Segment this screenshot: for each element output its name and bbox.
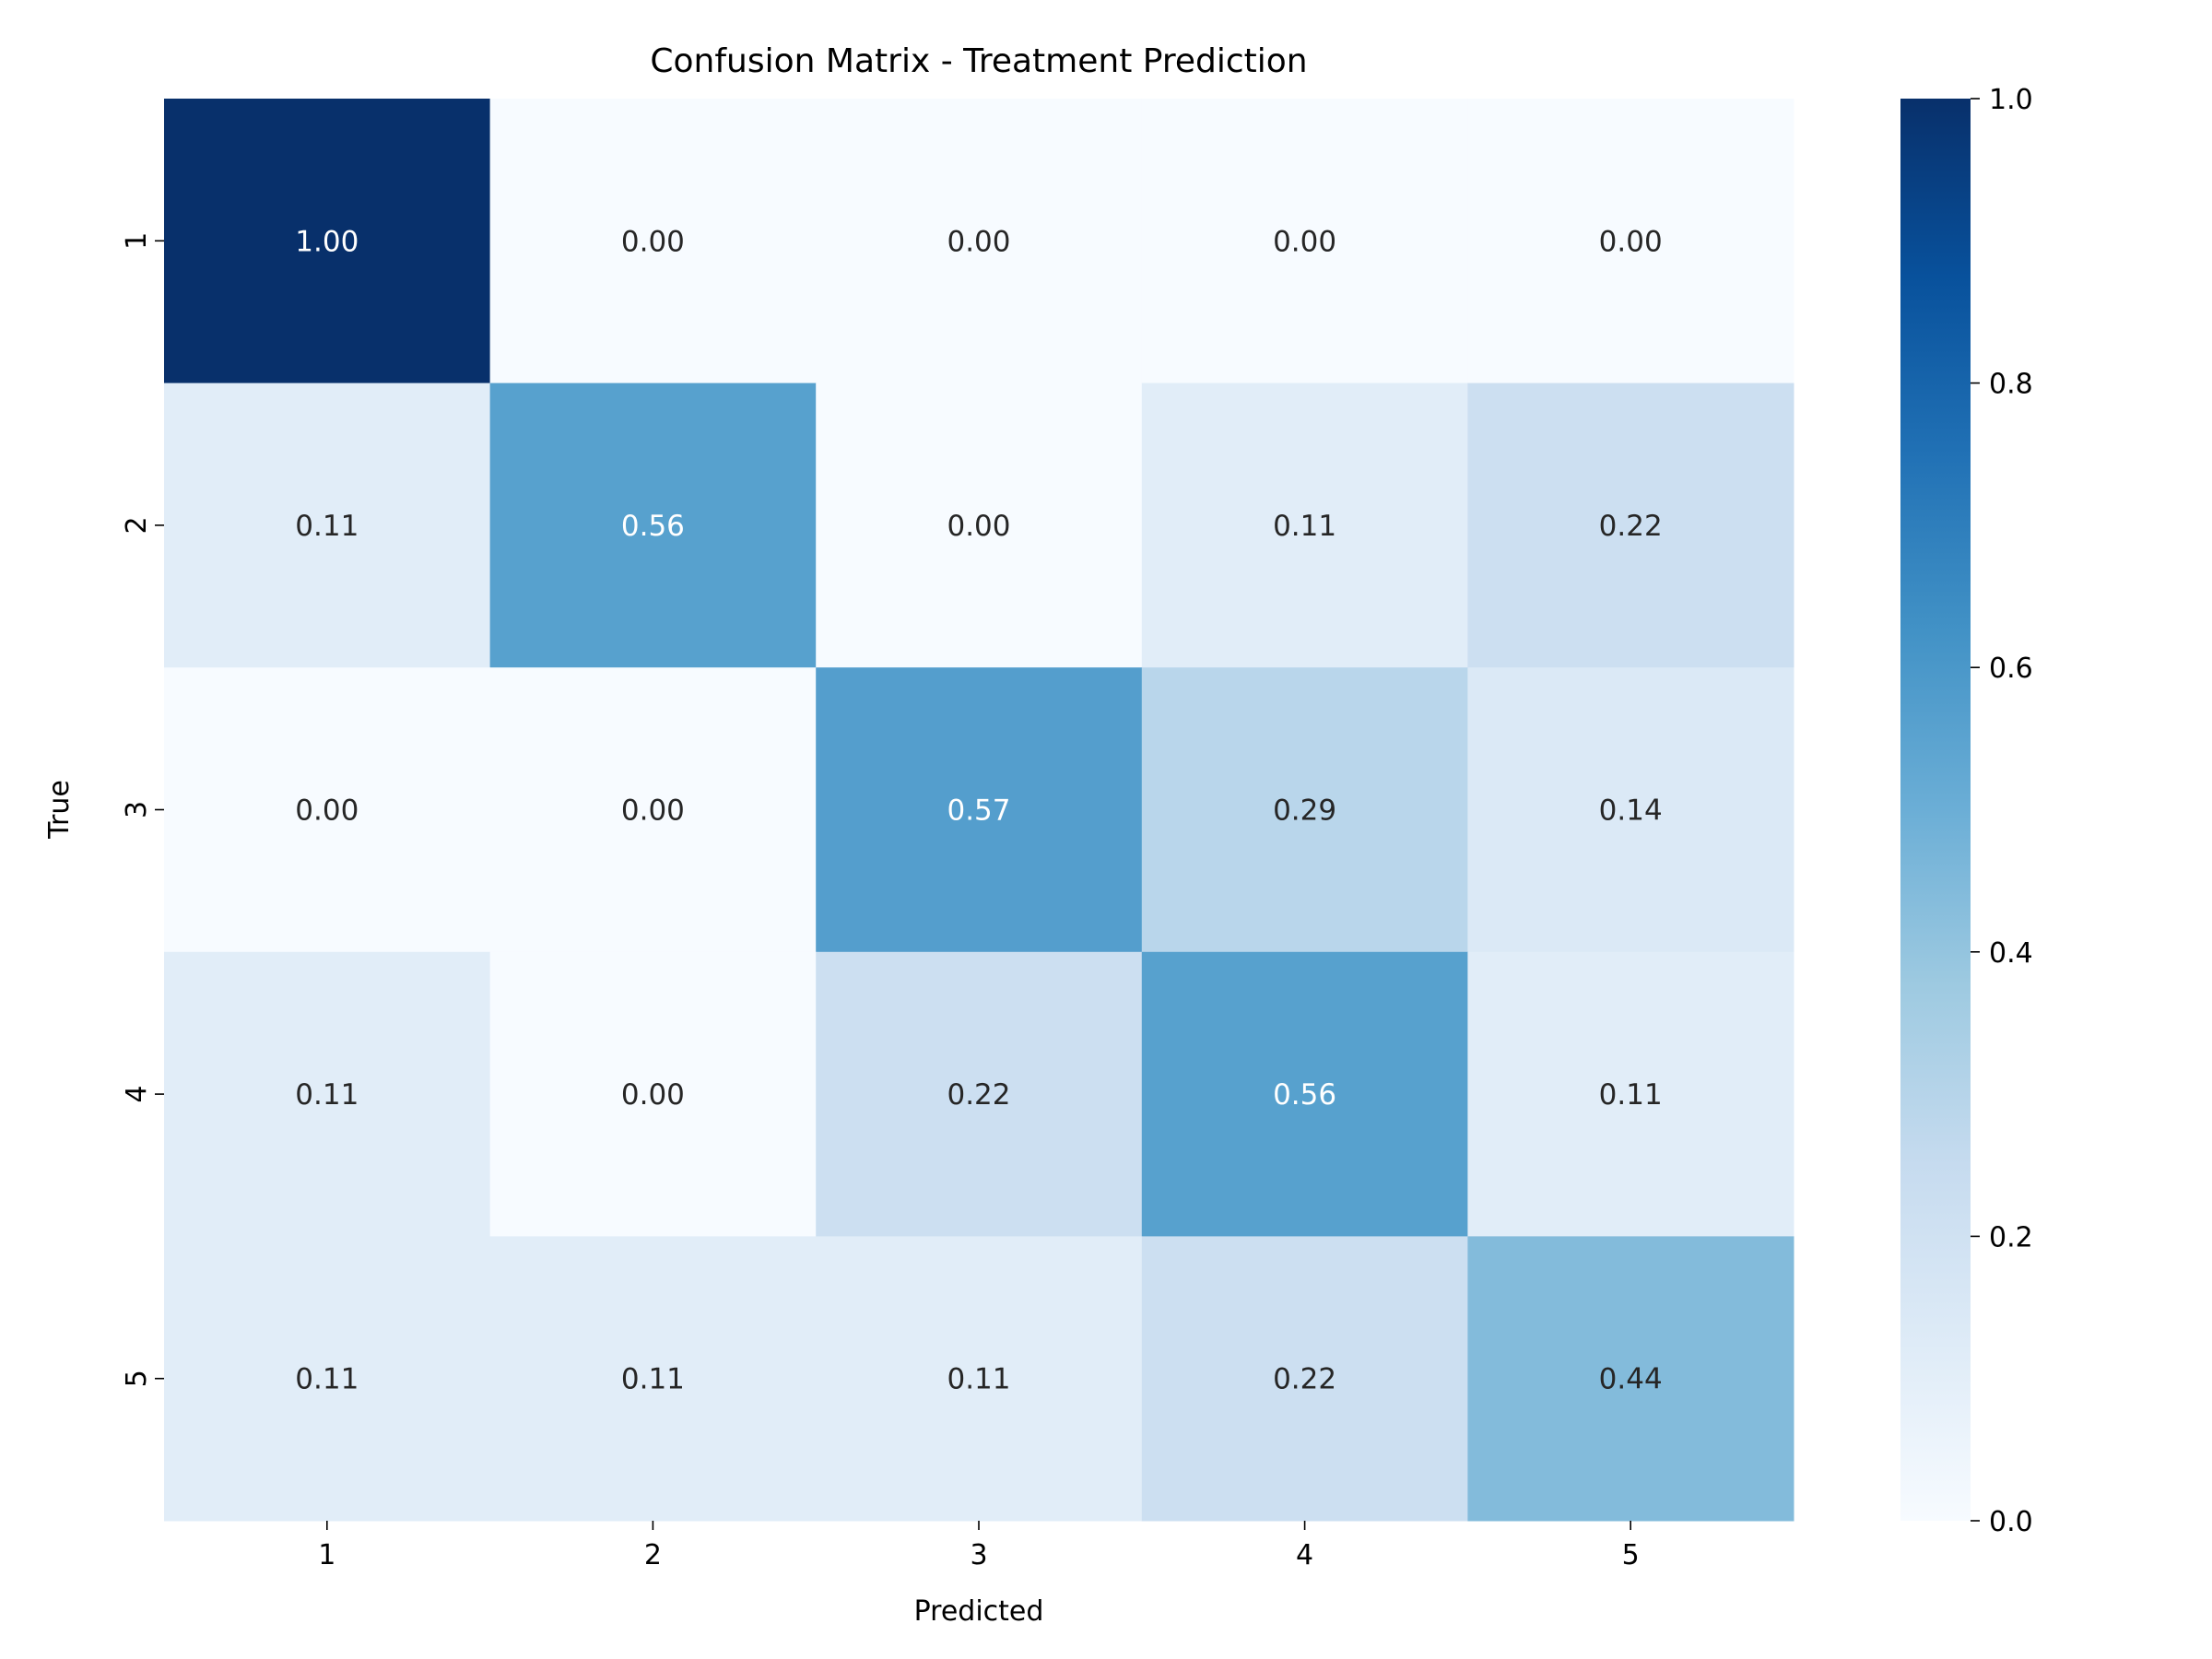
heatmap-cell-r4-c3 xyxy=(816,951,1143,1237)
cell-value-label: 0.44 xyxy=(1599,1363,1663,1396)
heatmap-cell-r1-c2 xyxy=(489,99,817,384)
colorbar-gradient xyxy=(1900,99,1971,1521)
heatmap-cell-r3-c2 xyxy=(489,667,817,953)
colorbar-tick-label: 0.6 xyxy=(1989,653,2033,685)
cell-value-label: 0.11 xyxy=(1273,510,1336,543)
heatmap-cell-r5-c4 xyxy=(1141,1236,1468,1522)
y-tick-label: 2 xyxy=(121,516,153,534)
heatmap-cell-r1-c3 xyxy=(816,99,1143,384)
heatmap-cell-r1-c1 xyxy=(164,99,491,384)
cell-value-label: 0.11 xyxy=(295,1078,359,1112)
cell-value-label: 0.29 xyxy=(1273,794,1336,828)
colorbar-tick-label: 0.8 xyxy=(1989,369,2033,401)
cell-value-label: 0.00 xyxy=(947,510,1010,543)
heatmap-cell-r4-c1 xyxy=(164,951,491,1237)
y-axis-label: True xyxy=(43,780,76,840)
heatmap-cells: 1.00 0.00 0.00 0.00 0.00 0.11 0.56 0.00 0.11 0.22… xyxy=(164,99,1794,1522)
cell-value-label: 0.11 xyxy=(1599,1078,1663,1112)
y-tick-label: 4 xyxy=(121,1086,153,1103)
cell-value-label: 0.22 xyxy=(947,1078,1010,1112)
cell-value-label: 0.00 xyxy=(1273,225,1336,258)
colorbar-tick-label: 1.0 xyxy=(1989,84,2033,116)
x-tick-label: 4 xyxy=(1296,1539,1313,1571)
heatmap-cell-r5-c3 xyxy=(816,1236,1143,1522)
heatmap-cell-r2-c3 xyxy=(816,382,1143,668)
cell-value-label: 0.00 xyxy=(947,225,1010,258)
heatmap-cell-r5-c1 xyxy=(164,1236,491,1522)
heatmap-cell-r3-c4 xyxy=(1141,667,1468,953)
colorbar-tick-label: 0.2 xyxy=(1989,1221,2033,1253)
colorbar: 0.0 0.2 0.4 0.6 0.8 1.0 xyxy=(1900,84,2033,1538)
cell-value-label: 0.11 xyxy=(295,1363,359,1396)
cell-value-label: 0.00 xyxy=(621,794,685,828)
cell-value-label: 0.22 xyxy=(1273,1363,1336,1396)
cell-value-label: 0.22 xyxy=(1599,510,1663,543)
cell-value-label: 0.00 xyxy=(621,1078,685,1112)
heatmap-cell-r2-c1 xyxy=(164,382,491,668)
heatmap-cell-r4-c4 xyxy=(1141,951,1468,1237)
x-tick-label: 5 xyxy=(1622,1539,1640,1571)
colorbar-ticks: 0.0 0.2 0.4 0.6 0.8 1.0 xyxy=(1971,84,2033,1538)
heatmap-cell-r2-c5 xyxy=(1467,382,1794,668)
heatmap-cell-r3-c5 xyxy=(1467,667,1794,953)
cell-value-label: 0.56 xyxy=(621,510,685,543)
cell-value-label: 1.00 xyxy=(295,225,359,258)
heatmap-cell-r3-c1 xyxy=(164,667,491,953)
heatmap-cell-r2-c2 xyxy=(489,382,817,668)
x-tick-label: 2 xyxy=(644,1539,662,1571)
heatmap-cell-r1-c5 xyxy=(1467,99,1794,384)
x-tick-label: 1 xyxy=(318,1539,335,1571)
heatmap-cell-r2-c4 xyxy=(1141,382,1468,668)
y-axis-ticks: 1 2 3 4 5 xyxy=(121,232,164,1387)
x-axis-ticks: 1 2 3 4 5 xyxy=(318,1521,1640,1571)
heatmap-cell-r5-c2 xyxy=(489,1236,817,1522)
x-tick-label: 3 xyxy=(970,1539,987,1571)
cell-value-label: 0.11 xyxy=(621,1363,685,1396)
cell-value-label: 0.11 xyxy=(295,510,359,543)
heatmap-cell-r3-c3 xyxy=(816,667,1143,953)
colorbar-tick-label: 0.4 xyxy=(1989,937,2033,970)
cell-value-label: 0.57 xyxy=(947,794,1010,828)
y-tick-label: 1 xyxy=(121,232,153,250)
cell-value-label: 0.11 xyxy=(947,1363,1010,1396)
heatmap-cell-r4-c2 xyxy=(489,951,817,1237)
y-tick-label: 3 xyxy=(121,801,153,818)
cell-value-label: 0.56 xyxy=(1273,1078,1336,1112)
cell-value-label: 0.00 xyxy=(621,225,685,258)
chart-title: Confusion Matrix - Treatment Prediction xyxy=(650,42,1307,80)
heatmap-cell-r4-c5 xyxy=(1467,951,1794,1237)
heatmap-cell-r1-c4 xyxy=(1141,99,1468,384)
colorbar-tick-label: 0.0 xyxy=(1989,1506,2033,1538)
cell-value-label: 0.00 xyxy=(295,794,359,828)
heatmap-cell-r5-c5 xyxy=(1467,1236,1794,1522)
cell-value-label: 0.00 xyxy=(1599,225,1663,258)
y-tick-label: 5 xyxy=(121,1370,153,1387)
cell-value-label: 0.14 xyxy=(1599,794,1663,828)
x-axis-label: Predicted xyxy=(914,1595,1044,1628)
